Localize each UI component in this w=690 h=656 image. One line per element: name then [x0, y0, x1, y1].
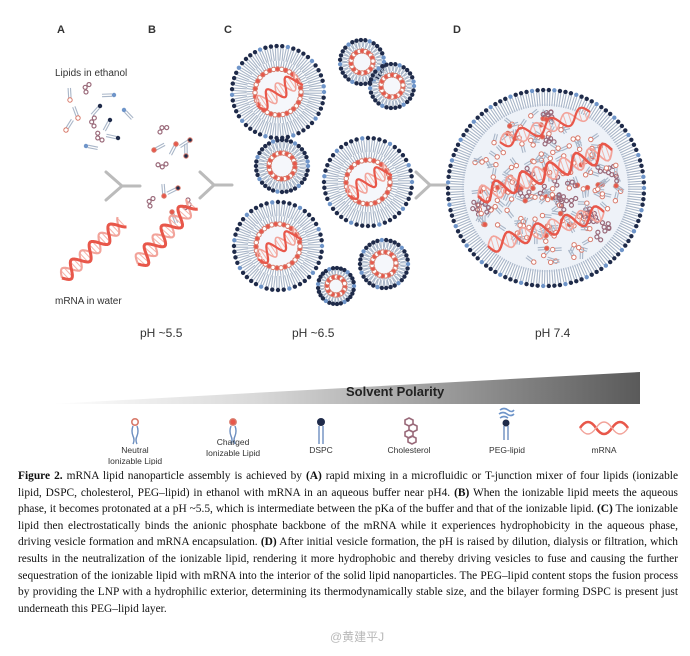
charged-ionizable-lipid-icon [229, 418, 237, 445]
ph-label-b: pH ~5.5 [140, 326, 183, 340]
panel-letter-a: A [57, 24, 65, 36]
caption-segment: (C) [596, 503, 613, 516]
watermark: @黄建平J [330, 630, 385, 644]
panel-c-vesicles [229, 37, 417, 307]
mrna-icon [578, 420, 630, 436]
mrna-in-water-strand [59, 216, 127, 282]
caption-segment: rapid mixing in a microfluidic or T-junc… [18, 470, 678, 499]
panel-d-lipid-nanoparticle [445, 87, 647, 289]
legend-label-neutral-line2: Ionizable Lipid [108, 456, 163, 465]
t-junction-mixer-icon [104, 170, 142, 202]
panel-letter-b: B [148, 24, 156, 36]
legend-label-peg-lipid: PEG-lipid [489, 445, 525, 455]
solvent-polarity-label: Solvent Polarity [346, 384, 445, 399]
peg-lipid-icon [498, 407, 515, 440]
lipids-in-ethanol-cluster [63, 81, 134, 151]
mrna-in-water-label: mRNA in water [55, 296, 122, 307]
neutral-ionizable-lipid-icon [130, 417, 140, 445]
figure-caption: Figure 2. mRNA lipid nanoparticle assemb… [18, 468, 678, 617]
panel-letter-d: D [453, 24, 461, 36]
ph-label-d: pH 7.4 [535, 326, 571, 340]
lipids-in-ethanol-label: Lipids in ethanol [55, 68, 127, 79]
caption-segment: After initial vesicle formation, the pH … [18, 536, 678, 615]
caption-segment: When the ionizable lipid meets the aqueo… [18, 486, 678, 516]
panel-letter-c: C [224, 24, 232, 36]
legend-label-mrna: mRNA [591, 445, 616, 455]
panel-b-protonated-lipids [134, 125, 198, 268]
caption-segment: The ionizable lipid then electrostatical… [18, 503, 678, 549]
dspc-icon [317, 418, 325, 444]
figure-caption-label: Figure 2. [18, 470, 63, 482]
legend-label-cholesterol: Cholesterol [388, 445, 431, 455]
lnp-assembly-figure: A B C D Lipids in ethanol mRNA in water … [50, 24, 647, 465]
legend-label-charged-line1: Charged [217, 437, 250, 447]
arrow-b-to-c-icon [198, 170, 234, 200]
solvent-polarity-gradient [50, 372, 640, 404]
figure-caption-body: mRNA lipid nanoparticle assembly is achi… [18, 470, 678, 615]
caption-segment: (A) [305, 470, 322, 482]
legend: Neutral Ionizable Lipid Charged Ionizabl… [108, 407, 630, 465]
legend-label-dspc: DSPC [309, 445, 333, 455]
cholesterol-icon [404, 417, 418, 445]
caption-segment: mRNA lipid nanoparticle assembly is achi… [62, 470, 306, 482]
legend-label-charged-line2: Ionizable Lipid [206, 448, 261, 458]
caption-segment: (D) [260, 536, 277, 549]
ph-label-c: pH ~6.5 [292, 326, 335, 340]
arrow-c-to-d-icon [414, 170, 448, 200]
legend-label-neutral-line1: Neutral [121, 445, 149, 455]
caption-segment: (B) [454, 486, 470, 499]
